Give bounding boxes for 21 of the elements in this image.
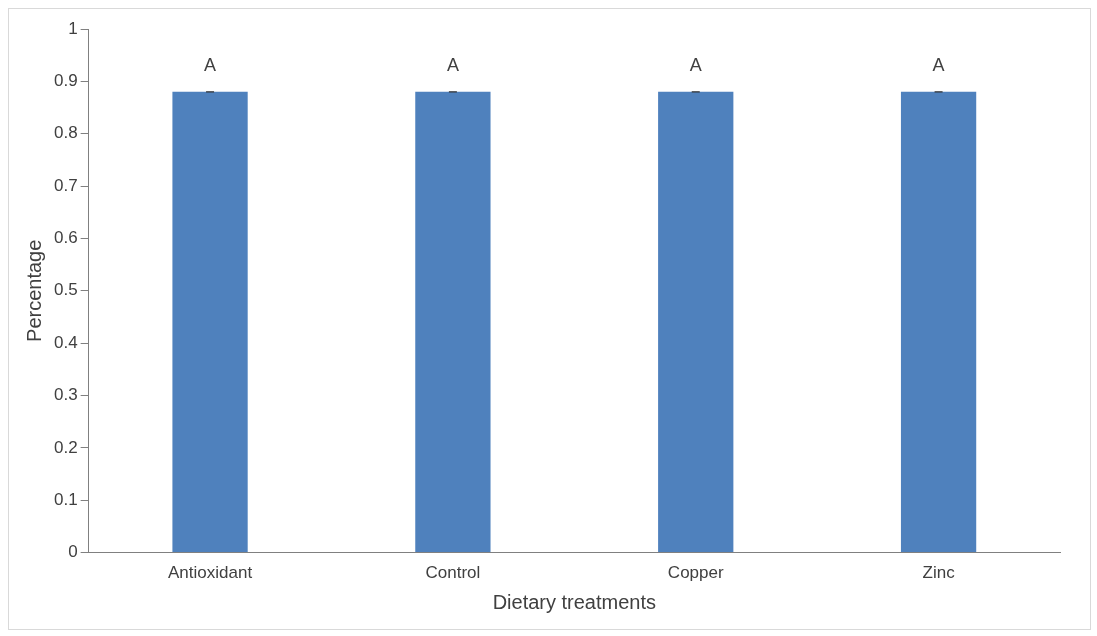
annotation: A xyxy=(204,54,217,75)
x-tick-label: Control xyxy=(425,563,481,583)
y-tick-label: 0.2 xyxy=(53,437,78,457)
y-axis-title: Percentage xyxy=(22,239,45,342)
x-tick-label: Zinc xyxy=(922,563,956,583)
y-tick-label: 0.4 xyxy=(53,332,78,352)
y-tick-label: 0.5 xyxy=(53,280,78,300)
y-tick-label: 0.9 xyxy=(53,71,78,91)
x-tick-label: Copper xyxy=(667,563,724,583)
annotation: A xyxy=(932,54,945,75)
y-tick-label: 0.8 xyxy=(53,123,78,143)
y-tick-label: 0 xyxy=(68,542,78,562)
annotation: A xyxy=(446,54,459,75)
y-tick-label: 0.1 xyxy=(53,489,78,509)
y-tick-label: 1 xyxy=(68,18,78,38)
y-tick-label: 0.3 xyxy=(53,385,78,405)
y-tick-label: 0.6 xyxy=(53,228,78,248)
y-tick-label: 0.7 xyxy=(53,175,78,195)
x-axis-title: Dietary treatments xyxy=(492,590,657,613)
annotation: A xyxy=(689,54,702,75)
x-tick-label: Antioxidant xyxy=(167,563,253,583)
